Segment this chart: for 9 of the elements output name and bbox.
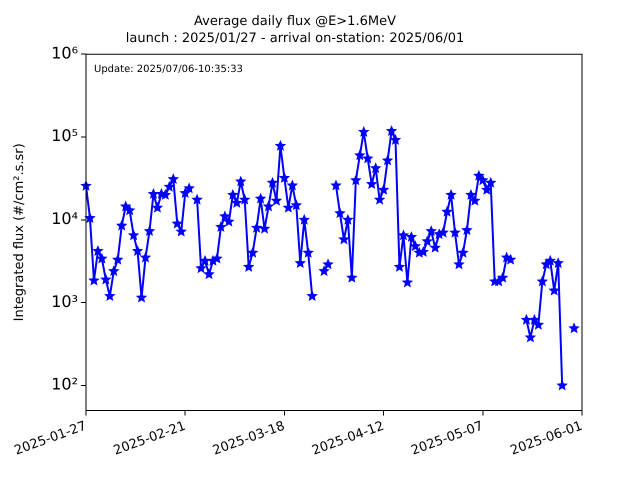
annotation: Update: 2025/07/06-10:35:33 (94, 64, 243, 75)
y-tick-label: 10⁵ (51, 126, 78, 146)
y-tick-label: 10³ (51, 292, 78, 311)
y-axis-title: Integrated flux (#/cm².s.sr) (12, 143, 28, 322)
chart-subtitle: launch : 2025/01/27 - arrival on-station: 2025/06/01 (126, 30, 464, 46)
y-tick-label: 10⁴ (51, 209, 78, 228)
chart-title: Average daily flux @E>1.6MeV (194, 14, 396, 30)
y-tick-label: 10⁶ (51, 43, 78, 62)
y-tick-label: 10² (51, 374, 78, 394)
